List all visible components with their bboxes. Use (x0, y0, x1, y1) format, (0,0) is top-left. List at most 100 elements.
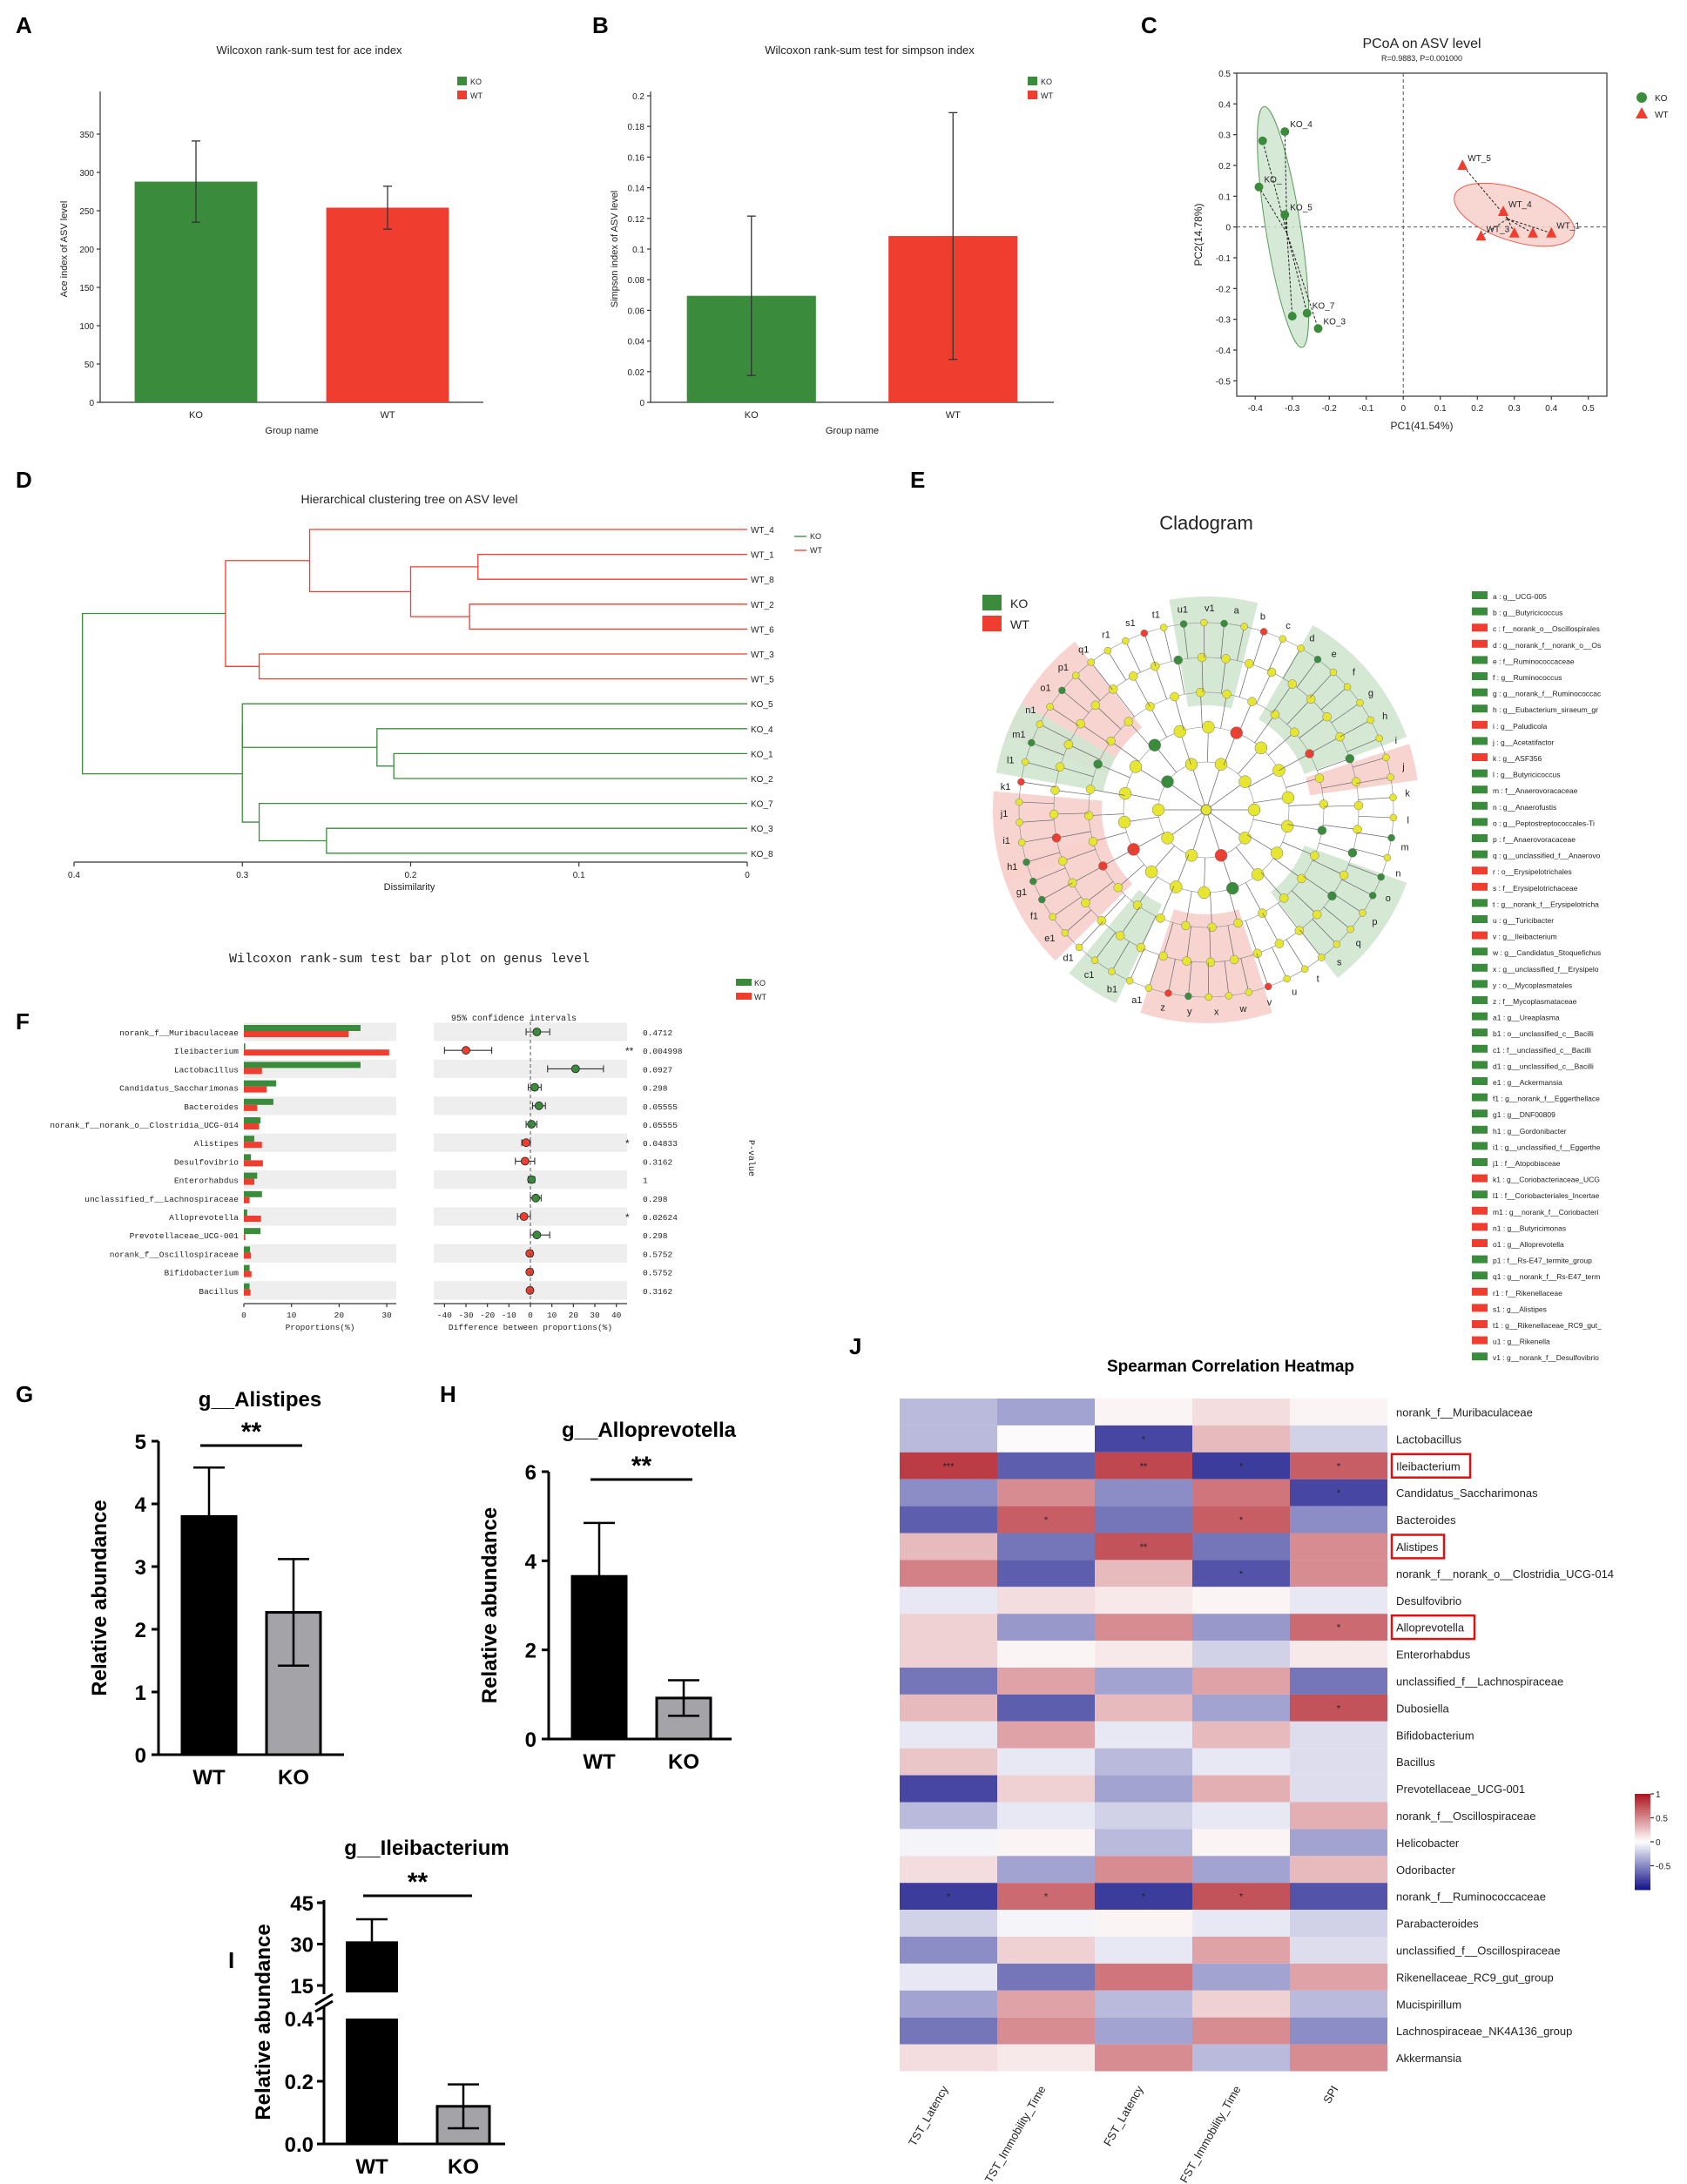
heatmap-cell (1095, 2044, 1192, 2072)
chart-title: Hierarchical clustering tree on ASV leve… (300, 492, 517, 506)
clade-node-label: p1 (1058, 663, 1069, 673)
heatmap-cell (1192, 1963, 1290, 1991)
x-axis-label: Difference between proportions(%) (449, 1323, 612, 1332)
clade-node (1383, 853, 1392, 862)
taxa-key-swatch (1472, 1271, 1488, 1280)
heatmap-cell (1192, 1399, 1290, 1426)
dendrogram-branch (326, 827, 747, 854)
bar-ko (244, 1264, 250, 1271)
clade-node (1238, 775, 1252, 788)
x-tick-label: 10 (547, 1311, 557, 1320)
clade-node (1294, 926, 1305, 935)
clade-node (1090, 956, 1099, 965)
heatmap-cell (900, 1990, 997, 2018)
y-tick-label: 0.4 (285, 2008, 314, 2032)
colorbar-step (1635, 1882, 1650, 1885)
heatmap-row-label: Dubosiella (1396, 1702, 1449, 1715)
diff-point (527, 1175, 536, 1184)
clade-node (1075, 943, 1083, 952)
taxa-key-swatch (1472, 737, 1488, 745)
y-tick-label: 50 (84, 361, 95, 370)
clade-branch (1191, 809, 1207, 856)
x-axis-label: PC1(41.54%) (1390, 420, 1453, 432)
colorbar-step (1635, 1798, 1650, 1802)
clade-branch (1237, 626, 1245, 661)
clade-node-label: i1 (1002, 836, 1010, 846)
clade-node (1156, 913, 1165, 923)
clade-node (1251, 868, 1265, 881)
panel-a: Wilcoxon rank-sum test for ace index 0 50 1… (59, 44, 483, 436)
clade-node (1161, 832, 1174, 845)
y-tick-label: 0.4 (1218, 100, 1231, 110)
panel-letter: I (228, 1947, 234, 1973)
clade-node (1022, 858, 1030, 866)
genus-label: Alloprevotella (169, 1213, 239, 1223)
heatmap-cell (1290, 1506, 1387, 1534)
clade-node-label: d (1309, 633, 1314, 644)
taxa-key-label: n : g__Anaerofustis (1493, 803, 1556, 812)
centroid-link (1507, 218, 1552, 234)
taxa-key-label: i : g__Paludicola (1493, 722, 1548, 731)
heatmap-cell (1192, 1694, 1290, 1722)
heatmap-cell (900, 1963, 997, 1991)
clade-node (1173, 725, 1187, 738)
clade-node (1144, 865, 1158, 879)
taxa-key-label: a1 : g__Ureaplasma (1493, 1014, 1560, 1022)
heatmap-cell (1290, 1775, 1387, 1803)
clade-node (1230, 954, 1239, 965)
dendrogram-branch (258, 802, 747, 842)
legend-label: KO (754, 979, 766, 988)
row-band (244, 1133, 396, 1152)
clade-branch (1054, 812, 1090, 815)
clade-node-label: s (1337, 958, 1342, 968)
clade-branch (1205, 781, 1245, 811)
taxa-key-label: a : g__UCG-005 (1493, 592, 1547, 601)
axis-break-mark (314, 1992, 334, 2006)
leaf-label: WT_4 (751, 526, 774, 536)
x-tick-label: 0.3 (236, 871, 248, 880)
clade-node (1122, 637, 1130, 645)
clade-node-label: h (1382, 711, 1387, 722)
p-value: 0.298 (643, 1231, 668, 1241)
colorbar-step (1635, 1813, 1650, 1817)
heatmap-cell (997, 1399, 1095, 1426)
taxa-key-label: f : g__Ruminococcus (1493, 673, 1562, 682)
chart-subtitle: R=0.9883, P=0.001000 (1381, 54, 1462, 63)
leaf-label: KO_3 (751, 825, 773, 834)
x-tick-label: 0 (745, 871, 750, 880)
y-axis-label: Relative abundance (478, 1507, 502, 1703)
bar-wt (570, 1574, 628, 1741)
genus-label: Alistipes (194, 1139, 239, 1149)
significance-mark: * (1337, 1488, 1341, 1499)
significance-mark: *** (943, 1461, 955, 1472)
x-tick-label: -20 (480, 1311, 495, 1320)
point-label: WT_1 (1556, 222, 1580, 232)
clade-branch (1346, 738, 1380, 752)
clade-branch (1060, 766, 1094, 778)
taxa-key-swatch (1472, 1287, 1488, 1296)
heatmap-cell (1290, 1587, 1387, 1614)
heatmap-cell (1095, 1963, 1192, 1991)
clade-branch (1068, 744, 1101, 760)
clade-node-label: c1 (1084, 970, 1095, 981)
diff-point (531, 1193, 541, 1203)
heatmap-cell (1192, 2044, 1290, 2072)
colorbar-step (1635, 1832, 1650, 1836)
clade-node (1327, 891, 1337, 901)
clade-node (1266, 667, 1277, 677)
y-tick-label: 1 (135, 1682, 146, 1705)
y-tick-label: 4 (525, 1550, 537, 1574)
x-tick-label: WT (355, 2155, 388, 2179)
clade-node (1085, 785, 1096, 794)
heatmap-cell (900, 1614, 997, 1641)
p-value: 0.5752 (643, 1250, 673, 1259)
bar-ko (244, 1062, 361, 1068)
taxa-key-swatch (1472, 1223, 1488, 1231)
clade-node (1015, 798, 1023, 806)
clade-node (1108, 967, 1116, 975)
clade-node-label: h1 (1007, 862, 1017, 873)
heatmap-cell (1290, 1829, 1387, 1857)
diff-point (462, 1046, 470, 1055)
p-value: 0.04833 (643, 1139, 678, 1149)
